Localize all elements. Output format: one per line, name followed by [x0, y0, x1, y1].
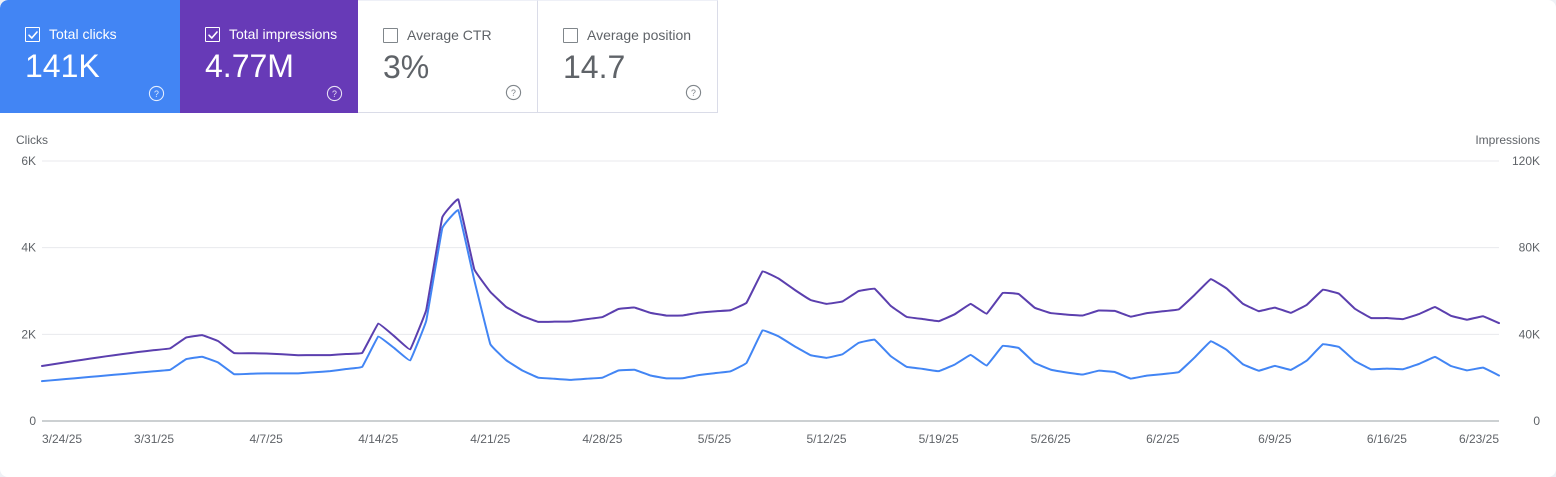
- svg-text:?: ?: [511, 88, 516, 98]
- svg-text:5/12/25: 5/12/25: [807, 432, 847, 446]
- svg-text:5/5/25: 5/5/25: [698, 432, 732, 446]
- svg-text:6/16/25: 6/16/25: [1367, 432, 1407, 446]
- svg-text:6/9/25: 6/9/25: [1258, 432, 1292, 446]
- svg-text:5/19/25: 5/19/25: [919, 432, 959, 446]
- svg-text:2K: 2K: [21, 327, 36, 341]
- svg-text:6/2/25: 6/2/25: [1146, 432, 1180, 446]
- svg-text:120K: 120K: [1512, 154, 1540, 168]
- svg-text:6/23/25: 6/23/25: [1459, 432, 1499, 446]
- svg-text:4/21/25: 4/21/25: [470, 432, 510, 446]
- svg-text:4/28/25: 4/28/25: [582, 432, 622, 446]
- svg-text:4/14/25: 4/14/25: [358, 432, 398, 446]
- svg-text:0: 0: [1533, 414, 1540, 428]
- svg-text:4K: 4K: [21, 241, 36, 255]
- svg-text:Impressions: Impressions: [1475, 133, 1540, 147]
- svg-text:40K: 40K: [1519, 327, 1540, 341]
- svg-text:4/7/25: 4/7/25: [249, 432, 283, 446]
- svg-text:?: ?: [332, 89, 337, 99]
- svg-text:5/26/25: 5/26/25: [1031, 432, 1071, 446]
- svg-text:80K: 80K: [1519, 241, 1540, 255]
- svg-text:0: 0: [29, 414, 36, 428]
- svg-text:3/31/25: 3/31/25: [134, 432, 174, 446]
- svg-text:3/24/25: 3/24/25: [42, 432, 82, 446]
- svg-text:?: ?: [691, 88, 696, 98]
- svg-text:Clicks: Clicks: [16, 133, 48, 147]
- svg-text:6K: 6K: [21, 154, 36, 168]
- svg-text:?: ?: [154, 89, 159, 99]
